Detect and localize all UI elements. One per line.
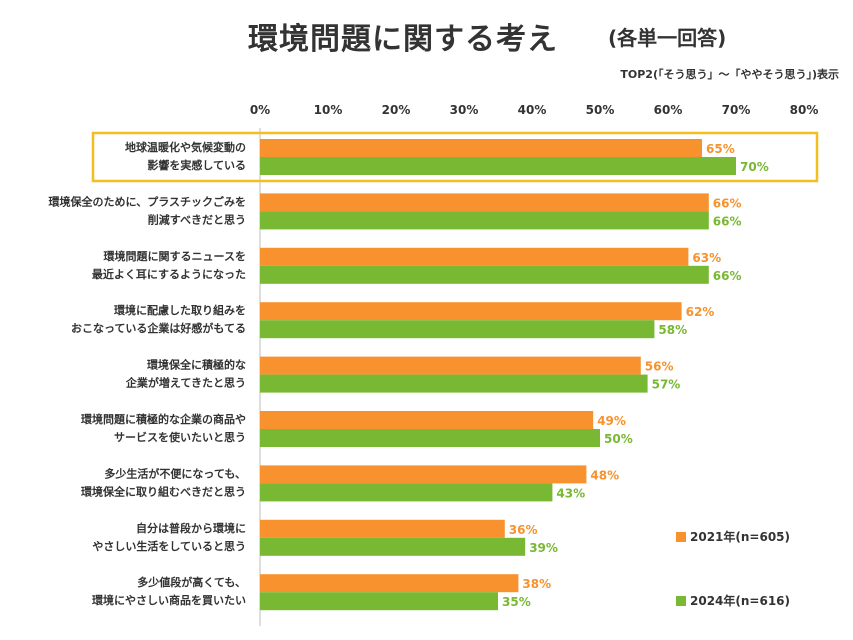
category-label: 影響を実感している bbox=[147, 158, 246, 172]
legend-item-2024: 2024年(n=616) bbox=[676, 592, 790, 609]
highlight-box bbox=[91, 131, 819, 183]
data-label-2021: 66% bbox=[713, 196, 742, 210]
chart-title: 環境問題に関する考え bbox=[248, 22, 558, 57]
x-tick-label: 30% bbox=[450, 103, 479, 117]
x-tick-label: 0% bbox=[250, 103, 270, 117]
data-label-2021: 36% bbox=[509, 523, 538, 537]
data-label-2024: 39% bbox=[529, 541, 558, 555]
data-label-2024: 50% bbox=[604, 432, 633, 446]
bar-2021 bbox=[260, 411, 594, 429]
bar-2024 bbox=[260, 429, 600, 447]
legend-item-2021: 2021年(n=605) bbox=[676, 528, 790, 545]
category-label: 環境保全のために、プラスチックごみを bbox=[49, 194, 246, 208]
data-label-2024: 66% bbox=[713, 269, 742, 283]
category-label: 企業が増えてきたと思う bbox=[125, 376, 246, 390]
bar-2024 bbox=[260, 483, 553, 502]
x-tick-label: 10% bbox=[314, 103, 343, 117]
x-tick-label: 20% bbox=[382, 103, 411, 117]
data-label-2021: 56% bbox=[645, 360, 674, 374]
bar-2021 bbox=[260, 574, 519, 593]
category-label: 多少値段が高くても、 bbox=[137, 575, 246, 589]
bar-2021 bbox=[260, 519, 505, 538]
chart-subtitle: (各単一回答) bbox=[608, 26, 727, 50]
bar-2021 bbox=[260, 247, 689, 266]
bar-2024 bbox=[260, 211, 709, 230]
category-label: 環境に配慮した取り組みを bbox=[114, 303, 246, 317]
bar-2021 bbox=[260, 193, 709, 212]
bar-2021 bbox=[260, 139, 702, 157]
legend-label-2024: 2024年(n=616) bbox=[690, 594, 791, 608]
bar-2021 bbox=[260, 356, 641, 375]
category-label: 環境保全に積極的な bbox=[147, 358, 246, 372]
data-label-2021: 63% bbox=[692, 251, 721, 265]
category-label: やさしい生活をしていると思う bbox=[92, 539, 246, 553]
data-label-2024: 66% bbox=[713, 214, 742, 228]
data-label-2024: 57% bbox=[652, 378, 681, 392]
category-label: 環境問題に積極的な企業の商品や bbox=[81, 412, 246, 426]
category-label: 自分は普段から環境に bbox=[136, 521, 246, 535]
bar-2024 bbox=[260, 537, 526, 556]
x-tick-label: 70% bbox=[722, 103, 751, 117]
bar-2021 bbox=[260, 465, 587, 484]
category-label: サービスを使いたいと思う bbox=[114, 430, 246, 444]
category-label: おこなっている企業は好感がもてる bbox=[71, 321, 246, 335]
data-label-2024: 43% bbox=[556, 486, 585, 500]
category-label: 環境問題に関するニュースを bbox=[104, 249, 246, 263]
chart-note: TOP2(「そう思う」〜「ややそう思う」)表示 bbox=[620, 68, 839, 81]
data-label-2024: 58% bbox=[658, 323, 687, 337]
category-label: 多少生活が不便になっても、 bbox=[104, 466, 246, 480]
data-label-2021: 62% bbox=[686, 305, 715, 319]
category-label: 削減すべきだと思う bbox=[148, 212, 246, 226]
bar-2024 bbox=[260, 265, 709, 284]
data-label-2021: 38% bbox=[522, 577, 551, 591]
data-label-2024: 70% bbox=[740, 160, 769, 174]
category-label: 環境保全に取り組むべきだと思う bbox=[81, 484, 246, 498]
category-label: 地球温暖化や気候変動の bbox=[125, 140, 246, 154]
x-tick-label: 80% bbox=[790, 103, 819, 117]
bar-2024 bbox=[260, 157, 736, 175]
x-tick-label: 40% bbox=[518, 103, 547, 117]
legend-swatch-2021 bbox=[676, 532, 686, 542]
category-label: 環境にやさしい商品を買いたい bbox=[92, 593, 246, 607]
bar-2024 bbox=[260, 374, 648, 393]
data-label-2024: 35% bbox=[502, 595, 531, 609]
data-label-2021: 48% bbox=[590, 468, 619, 482]
x-tick-label: 60% bbox=[654, 103, 683, 117]
data-label-2021: 49% bbox=[597, 414, 626, 428]
bar-2024 bbox=[260, 320, 655, 339]
x-tick-label: 50% bbox=[586, 103, 615, 117]
bar-2021 bbox=[260, 302, 682, 321]
category-label: 最近よく耳にするようになった bbox=[92, 267, 246, 281]
bar-2024 bbox=[260, 592, 498, 611]
legend-swatch-2024 bbox=[676, 596, 686, 606]
legend-label-2021: 2021年(n=605) bbox=[690, 530, 791, 544]
data-label-2021: 65% bbox=[706, 142, 735, 156]
